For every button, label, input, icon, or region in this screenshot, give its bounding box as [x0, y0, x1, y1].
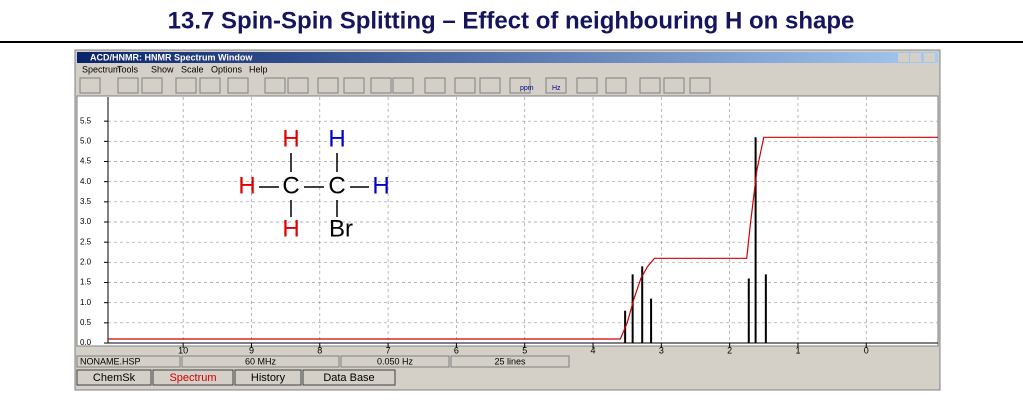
toolbar-button[interactable] — [663, 77, 685, 94]
window-title-bar — [77, 52, 938, 63]
y-tick-label: 2.0 — [80, 257, 92, 266]
toolbar-button[interactable] — [509, 77, 531, 94]
menu-item[interactable]: Tools — [117, 64, 139, 74]
tab-label[interactable]: Spectrum — [169, 372, 216, 384]
tab[interactable] — [152, 369, 234, 386]
tab[interactable] — [234, 369, 302, 386]
minimize-button[interactable] — [898, 53, 909, 62]
toolbar-button[interactable] — [141, 77, 163, 94]
slide-title: 13.7 Spin-Spin Splitting – Effect of nei… — [168, 7, 855, 34]
x-tick-label: 7 — [386, 345, 391, 355]
toolbar-button[interactable] — [287, 77, 309, 94]
plot-area — [76, 95, 939, 347]
status-cell — [76, 355, 181, 368]
x-tick-label: 1 — [795, 345, 800, 355]
status-text: 60 MHz — [245, 356, 277, 366]
molecule: H HH C C HH Br — [238, 125, 389, 242]
y-tick-label: 0.0 — [80, 338, 92, 347]
y-tick-label: 0.5 — [80, 318, 92, 327]
toolbar-button[interactable] — [576, 77, 598, 94]
toolbar-button[interactable] — [175, 77, 197, 94]
tab-bar: ChemSk Spectrum History Data Base — [76, 369, 396, 386]
toolbar-button[interactable] — [317, 77, 339, 94]
toolbar-label: Hz — [552, 85, 561, 92]
y-tick-label: 4.5 — [80, 157, 92, 166]
x-tick-label: 4 — [591, 345, 596, 355]
status-cell — [340, 355, 450, 368]
toolbar-button[interactable] — [79, 77, 101, 94]
status-text: 25 lines — [494, 356, 526, 366]
toolbar-button[interactable] — [343, 77, 365, 94]
toolbar-button[interactable] — [639, 77, 661, 94]
status-text: 0.050 Hz — [377, 356, 414, 366]
x-tick-label: 9 — [249, 345, 254, 355]
tab[interactable] — [302, 369, 396, 386]
y-tick-label: 1.5 — [80, 278, 92, 287]
window-controls[interactable] — [898, 53, 935, 62]
toolbar-button[interactable] — [264, 77, 286, 94]
atom-label: H — [328, 125, 345, 152]
tab-label[interactable]: History — [251, 372, 286, 384]
toolbar-button[interactable] — [392, 77, 414, 94]
menu-item[interactable]: Options — [211, 64, 243, 74]
maximize-button[interactable] — [910, 53, 921, 62]
status-cell — [450, 355, 570, 368]
atom-label: H — [282, 215, 299, 242]
menu-item[interactable]: Scale — [181, 64, 204, 74]
y-tick-label: 3.0 — [80, 217, 92, 226]
toolbar-button[interactable] — [370, 77, 392, 94]
y-tick-label: 5.5 — [80, 116, 92, 125]
status-cell — [181, 355, 340, 368]
tab[interactable] — [76, 369, 152, 386]
menu-item[interactable]: Show — [151, 64, 174, 74]
y-tick-label: 2.5 — [80, 237, 92, 246]
atom-label: H — [238, 172, 255, 199]
toolbar-button[interactable] — [227, 77, 249, 94]
toolbar-button[interactable] — [424, 77, 446, 94]
toolbar-button[interactable] — [545, 77, 567, 94]
status-text: NONAME.HSP — [80, 356, 141, 366]
toolbar-button[interactable] — [117, 77, 139, 94]
atom-label: C — [328, 172, 345, 199]
toolbar-button[interactable] — [199, 77, 221, 94]
atom-label: Br — [329, 215, 353, 242]
status-bar: NONAME.HSP 60 MHz 0.050 Hz 25 lines — [76, 355, 570, 368]
atom-label: H — [372, 172, 389, 199]
menu-item[interactable]: Spectrum — [82, 64, 121, 74]
toolbar: ppm Hz — [79, 77, 711, 94]
y-tick-label: 1.0 — [80, 298, 92, 307]
x-tick-label: 3 — [659, 345, 664, 355]
x-tick-label: 0 — [864, 345, 869, 355]
tab-label[interactable]: Data Base — [323, 372, 374, 384]
x-tick-label: 2 — [727, 345, 732, 355]
y-tick-label: 5.0 — [80, 136, 92, 145]
x-tick-label: 8 — [317, 345, 322, 355]
atom-label: H — [282, 125, 299, 152]
x-tick-label: 5 — [522, 345, 527, 355]
x-tick-label: 6 — [454, 345, 459, 355]
toolbar-button[interactable] — [454, 77, 476, 94]
integral-curve — [108, 136, 938, 340]
window-title: ACD/HNMR: HNMR Spectrum Window — [90, 52, 253, 62]
y-tick-label: 4.0 — [80, 177, 92, 186]
y-tick-label: 3.5 — [80, 197, 92, 206]
toolbar-button[interactable] — [479, 77, 501, 94]
toolbar-button[interactable] — [605, 77, 627, 94]
tab-label[interactable]: ChemSk — [93, 372, 136, 384]
toolbar-button[interactable] — [689, 77, 711, 94]
spectrum: 0.00.51.01.52.02.53.03.54.04.55.05.510 9 8… — [80, 97, 938, 355]
x-tick-label: 10 — [178, 345, 188, 355]
menu-item[interactable]: Help — [249, 64, 268, 74]
toolbar-label: ppm — [520, 85, 534, 92]
close-button[interactable] — [924, 53, 935, 62]
atom-label: C — [282, 172, 299, 199]
